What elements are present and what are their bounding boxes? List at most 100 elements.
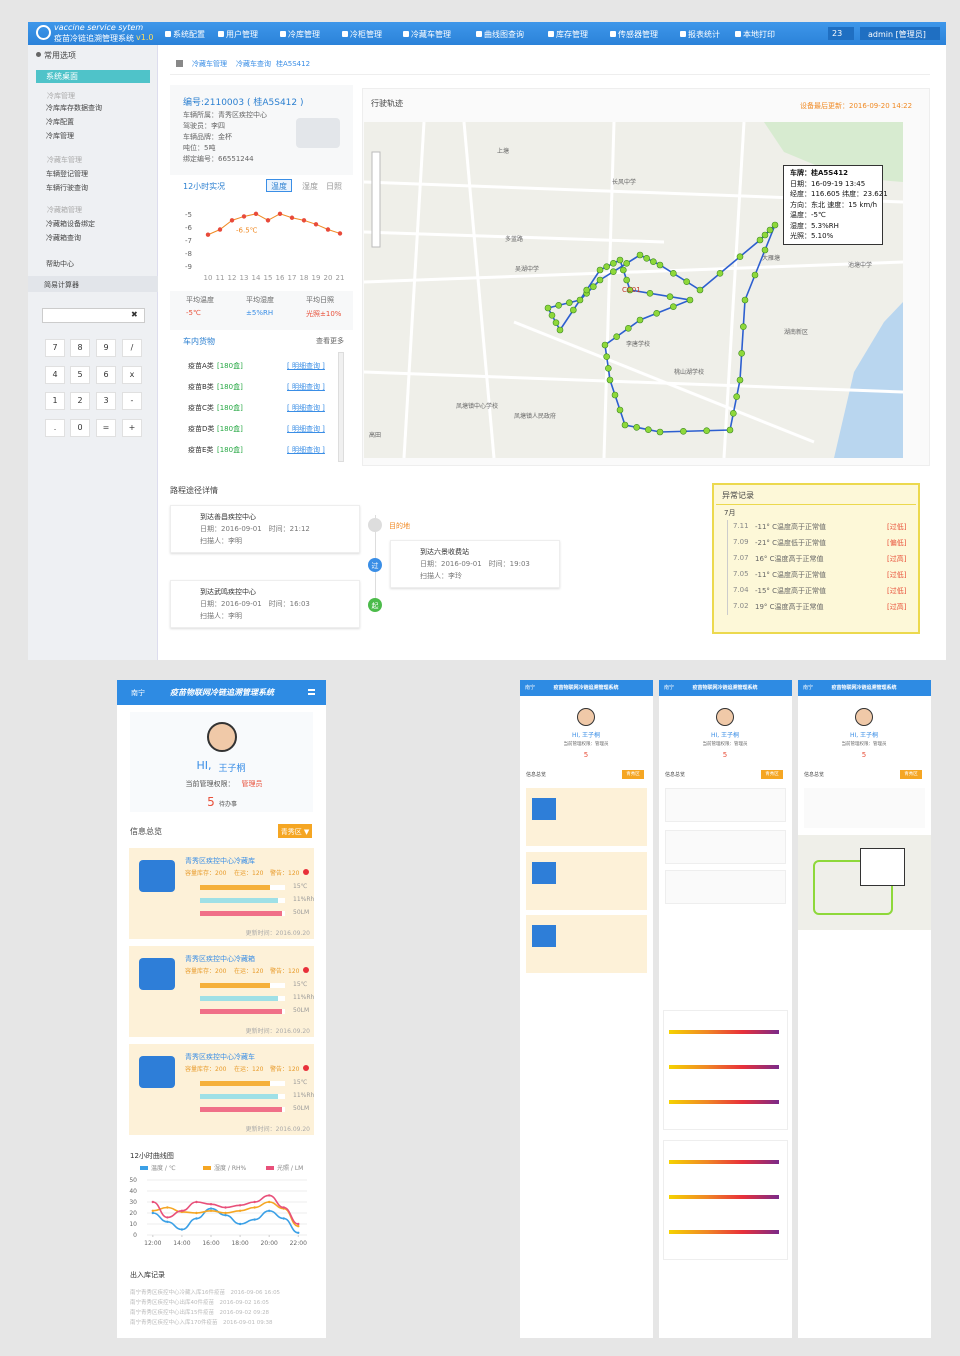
- mini-button-label[interactable]: 青秀区: [626, 772, 640, 777]
- sidebar-item[interactable]: 系统桌面: [46, 72, 78, 81]
- calc-input: [42, 308, 145, 323]
- breadcrumb-item[interactable]: 桂A5S412: [276, 60, 311, 68]
- card-transit: 在运：120: [234, 870, 264, 877]
- tab[interactable]: 湿度: [302, 182, 318, 191]
- anomaly-status[interactable]: [偏低]: [887, 539, 907, 547]
- menu-item[interactable]: 系统配置: [173, 30, 205, 39]
- sidebar-item[interactable]: 帮助中心: [46, 260, 74, 268]
- calc-key[interactable]: /: [130, 343, 134, 352]
- badge[interactable]: 23: [832, 29, 843, 38]
- anomaly-status[interactable]: [过低]: [887, 523, 907, 531]
- mini-avatar: [577, 708, 595, 726]
- calc-key[interactable]: 3: [103, 396, 109, 405]
- sidebar-item[interactable]: 冷库管理: [47, 92, 75, 100]
- cargo-link[interactable]: [ 明细查询 ]: [287, 425, 325, 433]
- record-line: 南宁青秀区疾控中心出库40件疫苗 2016-09-02 16:05: [130, 1300, 270, 1306]
- temp-point: [265, 218, 271, 223]
- sidebar-item[interactable]: 冷藏箱查询: [46, 234, 81, 242]
- sidebar-item[interactable]: 冷藏箱设备绑定: [46, 220, 95, 228]
- menu-item[interactable]: 传感器管理: [618, 30, 658, 39]
- sidebar-item[interactable]: 冷藏箱管理: [47, 206, 82, 214]
- x-tick-label: 18: [300, 274, 309, 282]
- menu-item[interactable]: 库存管理: [556, 30, 588, 39]
- menu-item[interactable]: 曲线图查询: [484, 30, 524, 39]
- route-dot: [610, 260, 617, 267]
- series-point: [151, 1209, 155, 1212]
- calc-key[interactable]: 4: [52, 370, 58, 379]
- sidebar-item[interactable]: 冷库库存数据查询: [46, 104, 102, 112]
- user-menu[interactable]: admin [管理员]: [868, 30, 926, 39]
- calc-key[interactable]: +: [128, 423, 136, 432]
- cargo-more[interactable]: 查看更多: [316, 337, 344, 345]
- calc-key-bg: [96, 339, 116, 357]
- vehicle-detail: 绑定编号：66551244: [183, 155, 254, 163]
- breadcrumb-item[interactable]: 冷藏车查询: [236, 60, 271, 68]
- brand-en: vaccine service sytem: [54, 23, 144, 32]
- region-button: [278, 824, 312, 838]
- calc-key[interactable]: .: [53, 423, 57, 432]
- cargo-link[interactable]: [ 明细查询 ]: [287, 362, 325, 370]
- anomaly-status[interactable]: [过高]: [887, 555, 907, 563]
- mini-avatar: [716, 708, 734, 726]
- calc-key-bg: [70, 339, 90, 357]
- menu-icon: [165, 31, 171, 37]
- calc-clear[interactable]: ✖: [131, 310, 138, 319]
- map-label: 上塘: [497, 147, 509, 155]
- cargo-link[interactable]: [ 明细查询 ]: [287, 446, 325, 454]
- map-marker-label: CC01: [622, 286, 641, 294]
- card-warn: 警告：120: [270, 1066, 300, 1073]
- stop-title: 到达六景收费站: [420, 548, 469, 556]
- calc-key[interactable]: 1: [52, 396, 58, 405]
- calc-key[interactable]: 6: [103, 370, 109, 379]
- card-bar: [200, 1009, 282, 1014]
- sidebar-item[interactable]: 冷库管理: [46, 132, 74, 140]
- route-dot: [636, 251, 644, 259]
- y-tick-label: -7: [185, 237, 192, 245]
- route-dot: [625, 325, 632, 332]
- route-dot: [583, 286, 590, 294]
- calc-key[interactable]: 7: [52, 343, 58, 352]
- mobile-header: [117, 680, 326, 705]
- mini-button-label[interactable]: 青秀区: [904, 772, 918, 777]
- sidebar-item[interactable]: 冷库配置: [46, 118, 74, 126]
- mini-city: 南宁: [664, 685, 675, 691]
- calc-key[interactable]: 0: [77, 423, 83, 432]
- cargo-link[interactable]: [ 明细查询 ]: [287, 383, 325, 391]
- breadcrumb-item[interactable]: 冷藏车管理: [192, 60, 227, 68]
- route-dot: [741, 296, 749, 304]
- calc-key[interactable]: -: [130, 396, 134, 405]
- sidebar-icon: [36, 52, 41, 57]
- route-dot: [686, 296, 694, 304]
- sidebar-item[interactable]: 车辆登记管理: [46, 170, 88, 178]
- x-tick-label: 17: [288, 274, 297, 282]
- menu-item[interactable]: 冷库管理: [288, 30, 320, 39]
- menu-item[interactable]: 冷藏车管理: [411, 30, 451, 39]
- card-bar-label: 15℃: [293, 981, 308, 988]
- mini-button-label[interactable]: 青秀区: [765, 772, 779, 777]
- anomaly-status[interactable]: [过低]: [887, 587, 907, 595]
- anomaly-status[interactable]: [过高]: [887, 603, 907, 611]
- tab[interactable]: 日照: [326, 182, 342, 191]
- calc-key[interactable]: 8: [77, 343, 83, 352]
- tab[interactable]: 温度: [271, 182, 287, 191]
- anomaly-title: 异常记录: [722, 491, 754, 500]
- calc-key[interactable]: x: [129, 370, 135, 379]
- menu-item[interactable]: 本地打印: [743, 30, 775, 39]
- card-stock: 容量库存：200: [185, 1066, 227, 1073]
- calc-key[interactable]: =: [102, 423, 110, 432]
- sidebar-item[interactable]: 车辆行驶查询: [46, 184, 88, 192]
- calc-key[interactable]: 2: [77, 396, 83, 405]
- map-info-line: 温度：-5℃: [790, 211, 826, 219]
- series-point: [180, 1228, 184, 1231]
- region-button-label[interactable]: 青秀区 ▼: [280, 828, 310, 836]
- menu-item[interactable]: 用户管理: [226, 30, 258, 39]
- menu-item[interactable]: 报表统计: [688, 30, 720, 39]
- map-info-line: 湿度：5.3%RH: [790, 221, 839, 230]
- sidebar-item[interactable]: 冷藏车管理: [47, 156, 82, 164]
- calc-key[interactable]: 5: [77, 370, 83, 379]
- calc-key[interactable]: 9: [103, 343, 109, 352]
- menu-item[interactable]: 冷柜管理: [350, 30, 382, 39]
- mini-gauge-bar: [669, 1160, 779, 1164]
- anomaly-status[interactable]: [过低]: [887, 571, 907, 579]
- cargo-link[interactable]: [ 明细查询 ]: [287, 404, 325, 412]
